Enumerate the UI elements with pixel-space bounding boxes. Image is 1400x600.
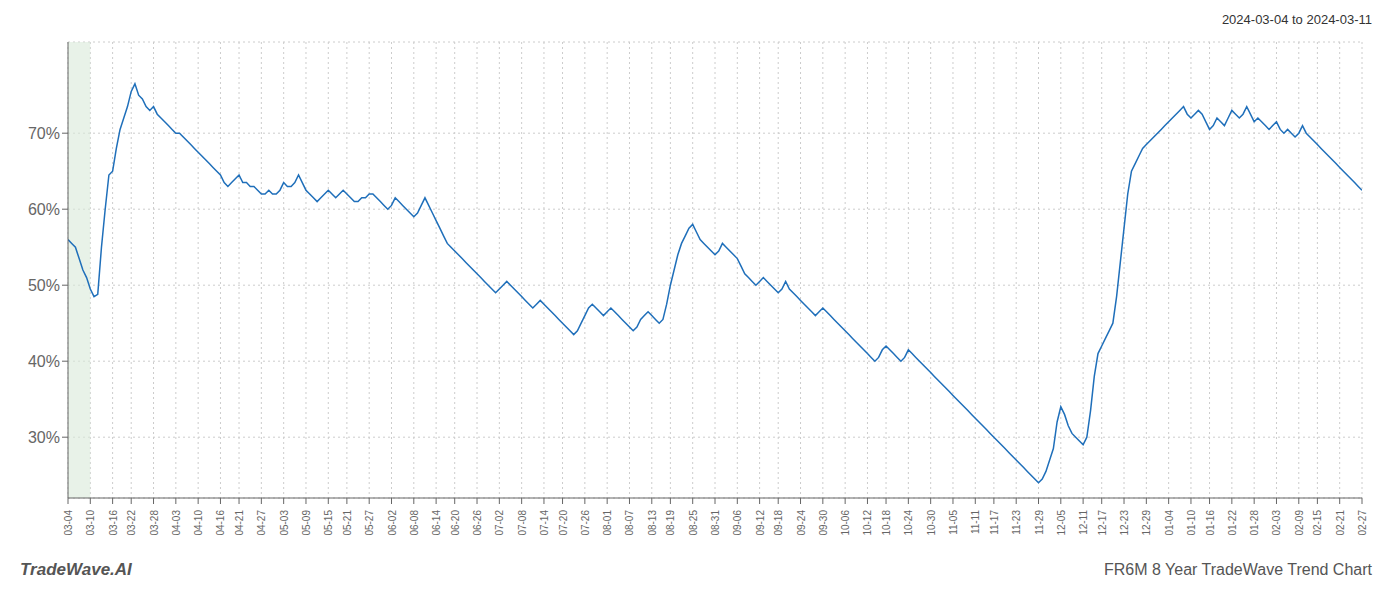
- svg-text:08-19: 08-19: [665, 510, 676, 536]
- svg-text:07-26: 07-26: [580, 510, 591, 536]
- svg-text:08-25: 08-25: [688, 510, 699, 536]
- svg-text:11-17: 11-17: [989, 510, 1000, 535]
- svg-text:01-16: 01-16: [1205, 510, 1216, 536]
- svg-text:12-23: 12-23: [1119, 510, 1130, 536]
- svg-text:06-02: 06-02: [387, 510, 398, 536]
- svg-text:06-20: 06-20: [450, 510, 461, 536]
- svg-text:09-24: 09-24: [796, 510, 807, 536]
- svg-text:09-30: 09-30: [818, 510, 829, 536]
- svg-text:40%: 40%: [28, 353, 60, 370]
- svg-text:03-16: 03-16: [108, 510, 119, 536]
- svg-text:09-18: 09-18: [773, 510, 784, 536]
- svg-text:11-05: 11-05: [948, 510, 959, 535]
- svg-text:70%: 70%: [28, 125, 60, 142]
- svg-text:06-26: 06-26: [472, 510, 483, 536]
- svg-text:02-27: 02-27: [1357, 510, 1368, 536]
- svg-text:10-30: 10-30: [926, 510, 937, 536]
- svg-text:02-15: 02-15: [1312, 510, 1323, 536]
- svg-text:05-03: 05-03: [279, 510, 290, 536]
- svg-text:01-28: 01-28: [1249, 510, 1260, 536]
- svg-text:05-15: 05-15: [323, 510, 334, 536]
- svg-text:08-13: 08-13: [647, 510, 658, 536]
- svg-text:01-22: 01-22: [1227, 510, 1238, 536]
- svg-text:04-16: 04-16: [215, 510, 226, 536]
- svg-text:04-03: 04-03: [171, 510, 182, 536]
- svg-text:02-09: 02-09: [1294, 510, 1305, 536]
- svg-text:07-20: 07-20: [558, 510, 569, 536]
- svg-text:12-17: 12-17: [1097, 510, 1108, 536]
- svg-text:07-02: 07-02: [494, 510, 505, 536]
- svg-text:10-06: 10-06: [840, 510, 851, 536]
- svg-text:10-18: 10-18: [881, 510, 892, 536]
- svg-text:04-21: 04-21: [234, 510, 245, 536]
- svg-text:08-01: 08-01: [602, 510, 613, 536]
- svg-text:12-29: 12-29: [1141, 510, 1152, 536]
- svg-text:06-14: 06-14: [431, 510, 442, 536]
- svg-text:02-21: 02-21: [1335, 510, 1346, 536]
- svg-text:07-14: 07-14: [539, 510, 550, 536]
- svg-text:11-29: 11-29: [1034, 510, 1045, 535]
- svg-text:11-23: 11-23: [1011, 510, 1022, 535]
- svg-text:03-04: 03-04: [63, 510, 74, 536]
- svg-text:12-11: 12-11: [1078, 510, 1089, 535]
- svg-text:04-10: 04-10: [193, 510, 204, 536]
- svg-text:02-03: 02-03: [1271, 510, 1282, 536]
- svg-text:01-04: 01-04: [1164, 510, 1175, 536]
- svg-text:08-07: 08-07: [624, 510, 635, 536]
- svg-text:03-10: 03-10: [85, 510, 96, 536]
- html-text:FR6M 8 Year TradeWave Trend Ch: FR6M 8 Year TradeWave Trend Chart: [1104, 561, 1372, 578]
- svg-text:10-12: 10-12: [862, 510, 873, 536]
- svg-text:03-22: 03-22: [126, 510, 137, 536]
- svg-text:50%: 50%: [28, 277, 60, 294]
- svg-text:60%: 60%: [28, 201, 60, 218]
- svg-text:05-21: 05-21: [342, 510, 353, 536]
- svg-text:05-09: 05-09: [301, 510, 312, 536]
- svg-text:10-24: 10-24: [903, 510, 914, 536]
- svg-text:01-10: 01-10: [1186, 510, 1197, 536]
- svg-text:09-06: 09-06: [732, 510, 743, 536]
- html-text:TradeWave.AI: TradeWave.AI: [20, 560, 132, 579]
- svg-text:03-28: 03-28: [149, 510, 160, 536]
- svg-text:06-08: 06-08: [409, 510, 420, 536]
- svg-text:08-31: 08-31: [710, 510, 721, 536]
- svg-text:09-12: 09-12: [755, 510, 766, 536]
- svg-text:04-27: 04-27: [256, 510, 267, 536]
- svg-text:30%: 30%: [28, 429, 60, 446]
- html-text:2024-03-04 to 2024-03-11: 2024-03-04 to 2024-03-11: [1221, 12, 1372, 27]
- svg-text:07-08: 07-08: [517, 510, 528, 536]
- svg-text:12-05: 12-05: [1056, 510, 1067, 536]
- svg-text:11-11: 11-11: [970, 510, 981, 535]
- svg-text:05-27: 05-27: [364, 510, 375, 536]
